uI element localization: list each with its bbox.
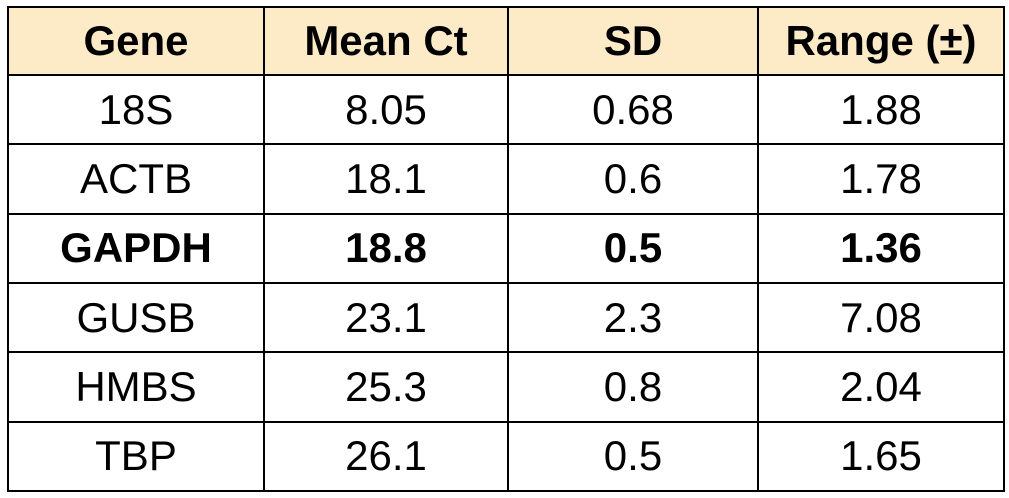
header-row: Gene Mean Ct SD Range (±) [7,6,1005,76]
header-mean-ct: Mean Ct [263,6,509,76]
table-row: TBP 26.1 0.5 1.65 [7,420,1005,493]
cell-gene: HMBS [7,351,265,423]
cell-range: 1.65 [757,420,1005,493]
table-body: 18S 8.05 0.68 1.88 ACTB 18.1 0.6 1.78 GA… [7,73,1005,493]
cell-mean-ct: 18.1 [263,143,509,215]
cell-gene: ACTB [7,143,265,215]
cell-gene: TBP [7,420,265,493]
gene-stats-table: Gene Mean Ct SD Range (±) 18S 8.05 0.68 … [7,6,1005,493]
cell-mean-ct: 25.3 [263,351,509,423]
cell-range: 1.36 [757,212,1005,284]
table-header: Gene Mean Ct SD Range (±) [7,6,1005,76]
table-row: ACTB 18.1 0.6 1.78 [7,143,1005,215]
header-gene: Gene [7,6,265,76]
cell-gene: 18S [7,73,265,146]
cell-mean-ct: 23.1 [263,281,509,354]
cell-sd: 2.3 [507,281,759,354]
header-range: Range (±) [757,6,1005,76]
cell-mean-ct: 8.05 [263,73,509,146]
cell-gene: GAPDH [7,212,265,284]
cell-sd: 0.68 [507,73,759,146]
table-row: 18S 8.05 0.68 1.88 [7,73,1005,146]
cell-range: 1.78 [757,143,1005,215]
cell-mean-ct: 26.1 [263,420,509,493]
cell-sd: 0.5 [507,420,759,493]
cell-range: 1.88 [757,73,1005,146]
table-row: HMBS 25.3 0.8 2.04 [7,351,1005,423]
cell-mean-ct: 18.8 [263,212,509,284]
cell-sd: 0.5 [507,212,759,284]
table-row: GAPDH 18.8 0.5 1.36 [7,212,1005,284]
table-row: GUSB 23.1 2.3 7.08 [7,281,1005,354]
cell-gene: GUSB [7,281,265,354]
cell-sd: 0.6 [507,143,759,215]
cell-sd: 0.8 [507,351,759,423]
cell-range: 7.08 [757,281,1005,354]
cell-range: 2.04 [757,351,1005,423]
header-sd: SD [507,6,759,76]
